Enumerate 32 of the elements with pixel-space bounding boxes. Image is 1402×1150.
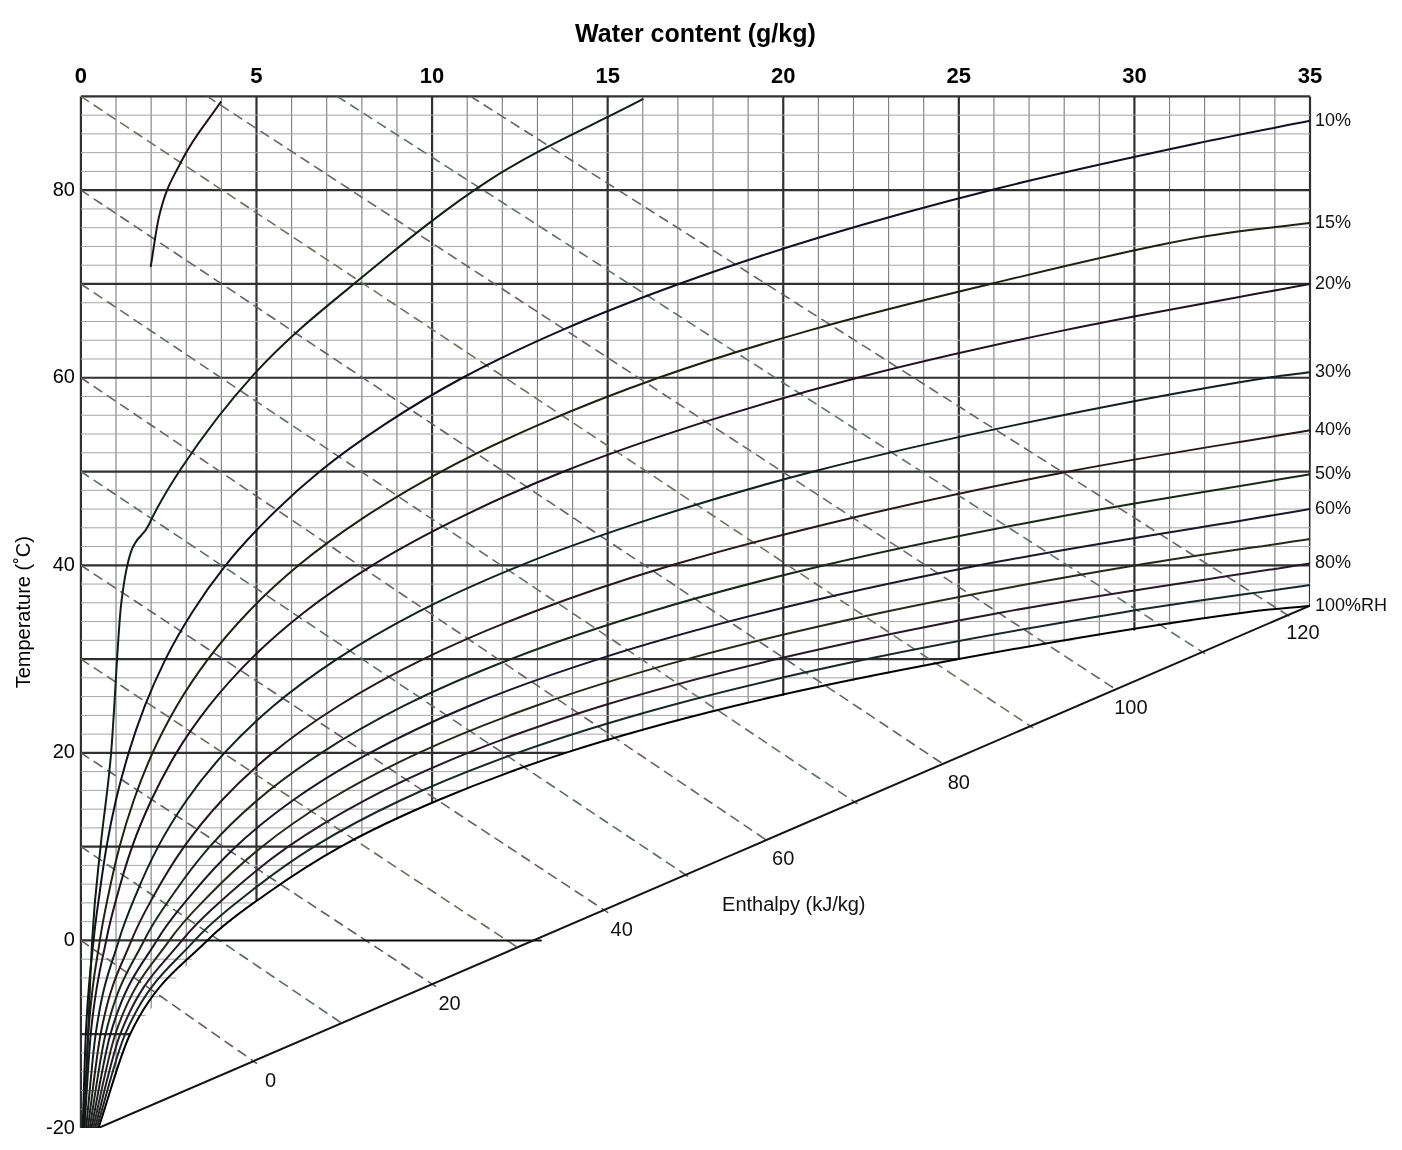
series-label: 10% xyxy=(1315,109,1352,130)
y-tick-label: 60 xyxy=(52,365,75,388)
x-tick-label: 15 xyxy=(595,63,620,89)
annotation: 40 xyxy=(610,917,633,940)
series-label: 20% xyxy=(1315,272,1352,293)
series-label: 80% xyxy=(1315,552,1352,573)
series-label: 40% xyxy=(1315,419,1352,440)
annotation: 60 xyxy=(772,847,795,870)
x-tick-label: 20 xyxy=(771,63,796,89)
y-tick-label: 0 xyxy=(63,927,75,950)
y-axis-title: Temperature (˚C) xyxy=(11,536,34,689)
annotation: 80 xyxy=(947,770,970,793)
y-tick-label: 80 xyxy=(52,177,75,200)
x-tick-label: 35 xyxy=(1297,63,1323,89)
annotation: Enthalpy (kJ/kg) xyxy=(722,892,866,915)
series-label: 30% xyxy=(1315,361,1352,382)
annotation: 100 xyxy=(1114,695,1148,718)
annotation: 0 xyxy=(264,1068,277,1091)
series-label: 15% xyxy=(1315,211,1352,232)
x-tick-label: 5 xyxy=(250,63,263,89)
series-label: 50% xyxy=(1315,463,1352,484)
x-tick-label: 10 xyxy=(419,63,445,89)
x-tick-label: 30 xyxy=(1122,63,1147,89)
x-axis-title: Water content (g/kg) xyxy=(575,18,816,47)
series-label: 60% xyxy=(1315,498,1352,519)
y-tick-label: 20 xyxy=(52,740,75,763)
series-label: 100%RH xyxy=(1315,594,1388,615)
y-tick-label: -20 xyxy=(46,1115,75,1138)
x-tick-label: 25 xyxy=(946,63,972,89)
annotation: 120 xyxy=(1286,621,1320,644)
y-tick-label: 40 xyxy=(52,552,75,575)
annotation: 20 xyxy=(438,991,461,1014)
